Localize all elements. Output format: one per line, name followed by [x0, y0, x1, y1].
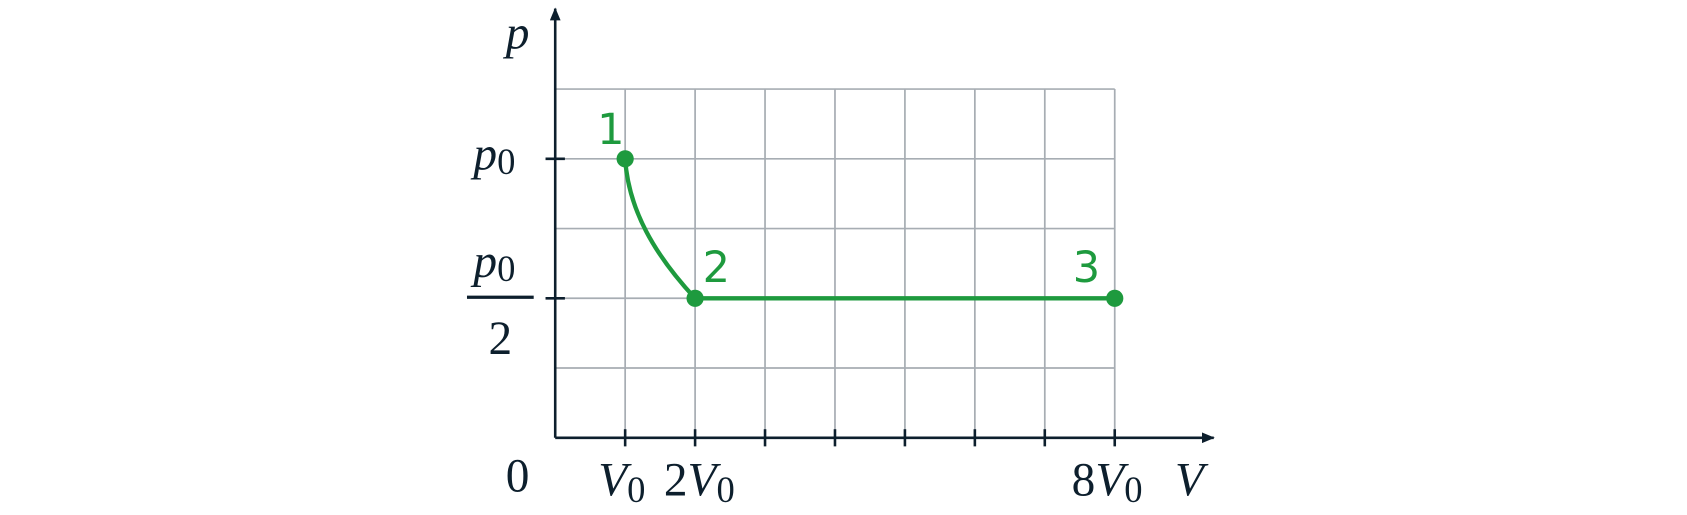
x-tick-label: V0: [598, 455, 645, 510]
y-tick-denominator: 2: [489, 313, 513, 365]
origin-label: 0: [506, 450, 530, 502]
axes: [545, 7, 1215, 447]
y-tick-numerator: p0: [470, 236, 515, 289]
grid: [555, 88, 1116, 438]
point-label: 3: [1073, 243, 1100, 293]
point: [686, 289, 704, 307]
x-tick-label: 8V0: [1072, 455, 1143, 510]
y-axis-label: p: [503, 7, 530, 59]
process-path: [623, 158, 1115, 301]
point: [1106, 289, 1124, 307]
point-label: 1: [597, 105, 624, 155]
x-tick-label: 2V0: [664, 455, 735, 510]
point: [616, 150, 634, 168]
point-label: 2: [703, 243, 730, 293]
x-axis-label: V: [1175, 455, 1209, 507]
curve-1-2: [623, 158, 697, 300]
y-tick-label: p0: [470, 129, 515, 182]
